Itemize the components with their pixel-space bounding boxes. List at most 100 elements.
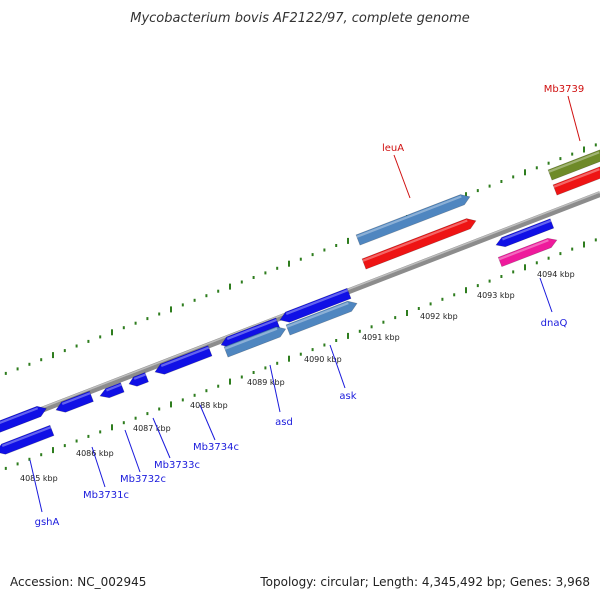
minor-tick: [335, 244, 338, 247]
minor-tick: [4, 371, 7, 375]
minor-tick: [571, 152, 574, 156]
minor-tick: [181, 398, 184, 402]
gene-arrow-gshA-shine: [1, 426, 52, 447]
minor-tick: [158, 407, 161, 411]
gene-arrow-dnaQ-body: [497, 237, 558, 268]
minor-tick: [559, 252, 562, 256]
gene-arrow-asd-shine: [224, 327, 278, 350]
minor-tick: [512, 175, 515, 179]
minor-tick: [134, 321, 137, 325]
minor-tick: [370, 325, 373, 329]
major-tick: [111, 329, 113, 336]
gene-label-gshA[interactable]: gshA: [35, 517, 60, 528]
gene-arrow-asd-body: [223, 326, 287, 358]
gene-arrow-Mb3739-body: [547, 147, 600, 181]
minor-tick: [358, 329, 361, 333]
gene-arrow-leuA: [361, 218, 477, 270]
leader-line: [567, 95, 581, 142]
scale-label: 4086 kbp: [76, 449, 114, 458]
minor-tick: [264, 366, 267, 370]
gene-arrow-Mb3731c: [55, 390, 94, 413]
minor-tick: [158, 312, 161, 316]
minor-tick: [594, 143, 597, 147]
minor-tick: [335, 339, 338, 342]
gene-arrow-Mb3733c: [128, 372, 149, 387]
scale-labels: 4085 kbp 4086 kbp 4087 kbp 4088 kbp 4089…: [20, 270, 575, 483]
scale-label: 4093 kbp: [477, 291, 515, 300]
gene-label-leuA[interactable]: leuA: [382, 143, 404, 154]
gene-label-Mb3732c[interactable]: Mb3732c: [120, 474, 166, 485]
gene-label-Mb3731c[interactable]: Mb3731c: [83, 490, 129, 501]
major-tick: [583, 241, 585, 248]
minor-tick: [4, 466, 7, 470]
gene-arrow-Mb3732c: [99, 382, 125, 399]
minor-tick: [276, 266, 279, 270]
minor-tick: [40, 358, 43, 362]
gene-arrow-steel-upper-shine: [356, 195, 462, 238]
gene-arrow-gshA-upper-body: [0, 405, 47, 434]
leader-line: [199, 404, 216, 441]
minor-tick: [276, 361, 279, 365]
minor-tick: [453, 293, 456, 297]
leader-line: [124, 429, 141, 473]
major-tick: [288, 355, 290, 362]
leader-line: [393, 154, 411, 199]
gene-arrow-red-right-body: [552, 163, 600, 196]
gene-label-Mb3734c[interactable]: Mb3734c: [193, 442, 239, 453]
major-tick: [52, 352, 54, 359]
gene-label-Mb3739[interactable]: Mb3739: [544, 84, 584, 95]
minor-tick: [594, 238, 597, 242]
minor-tick: [488, 279, 491, 283]
minor-tick: [323, 343, 326, 347]
major-tick: [111, 424, 113, 431]
gene-arrow-ask-shine: [286, 302, 349, 328]
gene-arrow-Mb3733c-body: [128, 372, 149, 387]
minor-tick: [500, 275, 503, 278]
map-title: Mycobacterium bovis AF2122/97, complete …: [130, 11, 469, 26]
gene-arrow-blue-right-shine: [502, 219, 552, 241]
gene-arrow-blue-mid2-body: [279, 287, 352, 323]
minor-tick: [547, 161, 550, 165]
minor-tick: [217, 384, 220, 388]
minor-tick: [311, 348, 314, 352]
minor-tick: [75, 344, 78, 348]
minor-tick: [75, 439, 78, 443]
gene-arrow-gshA-body: [0, 424, 55, 455]
scale-label: 4092 kbp: [420, 312, 458, 321]
major-tick: [583, 146, 585, 153]
gene-arrow-ask: [285, 300, 358, 336]
gene-arrow-Mb3734c-shine: [160, 346, 210, 367]
leader-line: [269, 364, 281, 413]
major-tick: [465, 192, 467, 199]
gene-arrow-steel-upper: [355, 194, 471, 246]
accession-label: Accession: NC_002945: [10, 575, 146, 589]
gene-arrow-steel-upper-body: [355, 194, 471, 246]
gene-arrow-red-right: [552, 163, 600, 196]
gene-arrow-Mb3739: [547, 147, 600, 181]
minor-tick: [28, 457, 31, 461]
gene-arrow-Mb3731c-shine: [61, 392, 91, 405]
minor-tick: [252, 276, 255, 279]
minor-tick: [252, 371, 255, 374]
gene-arrow-blue-mid2-shine: [285, 289, 349, 315]
gene-label-asd[interactable]: asd: [275, 417, 293, 428]
gene-label-ask[interactable]: ask: [339, 391, 356, 402]
minor-tick: [181, 303, 184, 307]
minor-tick: [99, 430, 102, 434]
minor-tick: [87, 434, 90, 438]
gene-arrow-Mb3739-shine: [548, 151, 600, 173]
major-tick: [229, 283, 231, 290]
gene-label-dnaQ[interactable]: dnaQ: [541, 318, 568, 329]
major-tick: [465, 287, 467, 294]
gene-arrow-Mb3733c-shine: [133, 373, 147, 380]
major-tick: [524, 169, 526, 176]
inner-tick-track: [4, 238, 597, 470]
major-tick: [347, 332, 349, 339]
scale-label: 4087 kbp: [133, 424, 171, 433]
gene-arrow-red-right-shine: [553, 168, 600, 188]
minor-tick: [217, 289, 220, 293]
minor-tick: [535, 261, 538, 265]
gene-label-Mb3733c[interactable]: Mb3733c: [154, 460, 200, 471]
gene-arrow-Mb3734c-body: [154, 345, 213, 375]
